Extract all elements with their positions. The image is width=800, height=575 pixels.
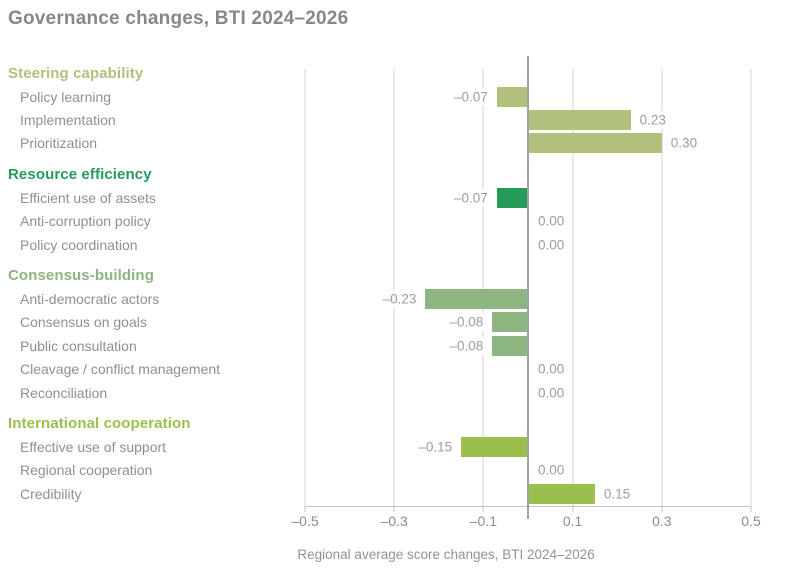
axis-tick	[661, 506, 663, 512]
chart-title: Governance changes, BTI 2024–2026	[8, 8, 349, 29]
row-plot: 0.00	[305, 381, 751, 404]
chart-row: Reconciliation 0.00	[0, 381, 751, 404]
row-plot: –0.15	[305, 435, 751, 458]
axis-tick	[393, 506, 395, 512]
row-plot: –0.08	[305, 334, 751, 357]
x-tick-label: 0.5	[741, 513, 761, 529]
bar-value-label: 0.30	[668, 134, 700, 152]
bar-value-label: 0.00	[536, 212, 567, 230]
gridline	[572, 69, 574, 506]
bar-value-label: 0.00	[536, 384, 567, 402]
bar-value-label: –0.15	[416, 438, 455, 456]
bar-value-label: –0.08	[447, 313, 486, 331]
chart-row: Anti-democratic actors –0.23	[0, 287, 751, 310]
row-plot: 0.00	[305, 233, 751, 256]
x-axis-caption: Regional average score changes, BTI 2024…	[297, 547, 595, 562]
row-plot: –0.08	[305, 311, 751, 334]
x-tick-label: –0.3	[380, 513, 408, 529]
gridline	[750, 69, 752, 506]
bar-value-label: 0.15	[601, 485, 633, 503]
group-header-row: International cooperation	[0, 412, 751, 435]
row-plot: 0.00	[305, 459, 751, 482]
bar-consensus-on-goals	[492, 312, 528, 333]
group-header-row: Consensus-building	[0, 264, 751, 287]
group-label-consensus-building: Consensus-building	[8, 267, 154, 285]
bar-value-label: –0.08	[447, 337, 486, 355]
row-plot: 0.00	[305, 358, 751, 381]
item-label-anti-democratic-actors: Anti-democratic actors	[20, 291, 160, 308]
bar-value-label: 0.23	[637, 111, 668, 129]
bar-value-label: 0.00	[536, 461, 567, 479]
row-plot: 0.15	[305, 482, 751, 505]
row-plot: –0.23	[305, 287, 751, 310]
item-label-credibility: Credibility	[20, 485, 82, 502]
bar-prioritization	[528, 133, 662, 154]
row-plot: 0.23	[305, 108, 751, 131]
gridline	[661, 69, 663, 506]
chart-row: Implementation 0.23	[0, 108, 751, 131]
axis-tick	[572, 506, 574, 512]
bar-efficient-use-of-assets	[496, 187, 528, 208]
chart-row: Credibility 0.15	[0, 482, 751, 505]
bar-anti-democratic-actors	[425, 289, 528, 310]
chart-row: Regional cooperation 0.00	[0, 459, 751, 482]
group-label-resource-efficiency: Resource efficiency	[8, 166, 152, 184]
x-tick-label: –0.1	[469, 513, 498, 529]
item-label-anti-corruption-policy: Anti-corruption policy	[20, 213, 151, 230]
bar-value-label: –0.07	[451, 88, 490, 106]
x-tick-label: –0.5	[291, 513, 319, 529]
group-label-international-cooperation: International cooperation	[8, 415, 191, 433]
item-label-policy-coordination: Policy coordination	[20, 236, 138, 253]
bar-effective-use-of-support	[461, 436, 528, 457]
x-tick-label: 0.3	[652, 513, 672, 529]
item-label-cleavage-conflict-management: Cleavage / conflict management	[20, 361, 220, 378]
group-header-row: Resource efficiency	[0, 163, 751, 186]
row-plot: –0.07	[305, 186, 751, 209]
item-label-effective-use-of-support: Effective use of support	[20, 438, 167, 455]
chart-row: Efficient use of assets –0.07	[0, 186, 751, 209]
chart-row: Consensus on goals –0.08	[0, 311, 751, 334]
x-axis-labels: –0.5 –0.3 –0.1 0.1 0.3 0.5	[291, 513, 760, 531]
chart-rows: Steering capability Policy learning –0.0…	[0, 62, 751, 505]
group-header-row: Steering capability	[0, 62, 751, 85]
bar-implementation	[528, 110, 631, 131]
plot-area	[304, 56, 752, 519]
row-plot: 0.00	[305, 210, 751, 233]
chart-row: Prioritization 0.30	[0, 132, 751, 155]
bar-value-label: 0.00	[536, 236, 567, 254]
chart-row: Policy coordination 0.00	[0, 233, 751, 256]
item-label-implementation: Implementation	[20, 112, 116, 129]
chart-row: Policy learning –0.07	[0, 85, 751, 108]
bar-value-label: –0.23	[380, 290, 419, 308]
zero-baseline	[527, 56, 529, 519]
item-label-reconciliation: Reconciliation	[20, 384, 108, 401]
item-label-efficient-use-of-assets: Efficient use of assets	[20, 189, 156, 206]
x-tick-label: 0.1	[562, 513, 583, 529]
item-label-consensus-on-goals: Consensus on goals	[20, 314, 147, 331]
gridline	[304, 69, 306, 506]
item-label-policy-learning: Policy learning	[20, 88, 112, 105]
bar-value-label: –0.07	[451, 189, 490, 207]
row-plot: –0.07	[305, 85, 751, 108]
row-plot: 0.30	[305, 132, 751, 155]
axis-tick	[750, 506, 752, 512]
axis-tick	[304, 506, 306, 512]
bar-credibility	[528, 483, 595, 504]
item-label-public-consultation: Public consultation	[20, 337, 137, 354]
group-label-steering-capability: Steering capability	[8, 65, 144, 82]
chart-row: Effective use of support –0.15	[0, 435, 751, 458]
chart-row: Cleavage / conflict management 0.00	[0, 358, 751, 381]
bar-value-label: 0.00	[536, 360, 567, 378]
chart-row: Anti-corruption policy 0.00	[0, 210, 751, 233]
chart-row: Public consultation –0.08	[0, 334, 751, 357]
gridline	[482, 69, 484, 506]
item-label-prioritization: Prioritization	[20, 135, 98, 152]
bar-public-consultation	[492, 335, 528, 356]
axis-tick	[482, 506, 484, 512]
bar-policy-learning	[496, 86, 528, 107]
item-label-regional-cooperation: Regional cooperation	[20, 462, 153, 479]
gridline	[393, 69, 395, 506]
